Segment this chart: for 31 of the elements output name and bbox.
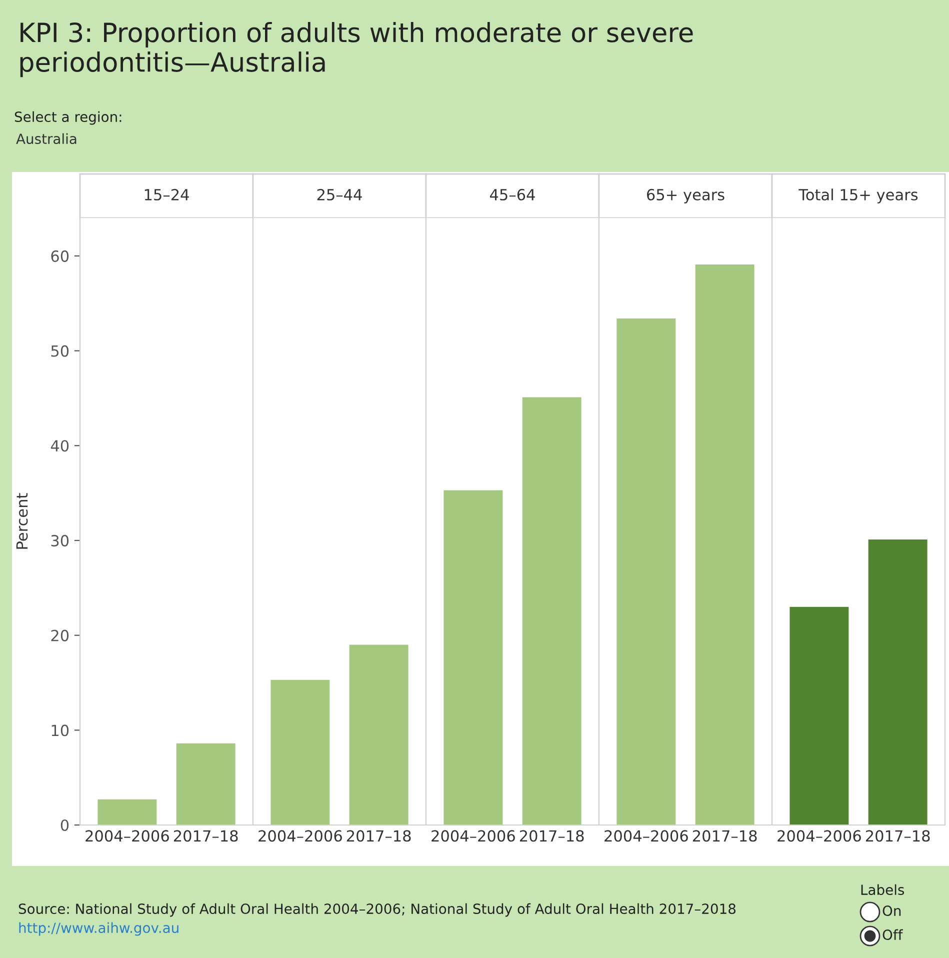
y-tick-label: 60 <box>51 250 69 262</box>
x-tick-label: 2004–2006 <box>86 830 169 842</box>
x-tick-label: 2004–2006 <box>778 830 861 842</box>
y-tick-label: 30 <box>51 534 69 546</box>
x-tick-label: 2004–2006 <box>604 830 688 842</box>
chart-subtitle: 45–64 <box>490 188 535 200</box>
x-tick-label: 2017–18 <box>866 830 930 842</box>
chart-subtitle: 15–24 <box>144 188 189 200</box>
y-tick-label: 50 <box>51 345 69 357</box>
x-tick-label: 2017–18 <box>174 830 238 842</box>
text: KPI 3: Proportion of adults with moderate or severe periodontitis—Australia <box>20 22 693 78</box>
x-tick-label: 2017–18 <box>520 830 584 842</box>
text: Off <box>882 929 903 940</box>
text: Labels <box>861 884 904 896</box>
text: On <box>882 906 901 916</box>
chart-subtitle: 65+ years <box>646 188 724 204</box>
x-tick-label: 2017–18 <box>692 830 757 842</box>
x-tick-label: 2004–2006 <box>258 830 342 842</box>
y-tick-label: 20 <box>51 630 69 642</box>
source-note: Source: National Study of Adult Oral Health 2004–2006; National Study of Adult Oral Health 2017–2018 <box>18 903 736 917</box>
y-axis-title: Percent <box>16 493 28 549</box>
x-tick-label: 2017–18 <box>346 830 411 842</box>
chart-subtitle: Total 15+ years <box>798 188 918 204</box>
y-tick-label: 10 <box>52 724 69 736</box>
text: Australia <box>16 133 76 144</box>
x-tick-label: 2004–2006 <box>432 830 515 842</box>
chart-subtitle: 25–44 <box>317 188 362 200</box>
y-tick-label: 0 <box>60 819 69 832</box>
y-tick-label: 40 <box>50 440 69 452</box>
text: http://www.aihw.gov.au <box>19 922 178 936</box>
text: Select a region: <box>14 111 122 125</box>
